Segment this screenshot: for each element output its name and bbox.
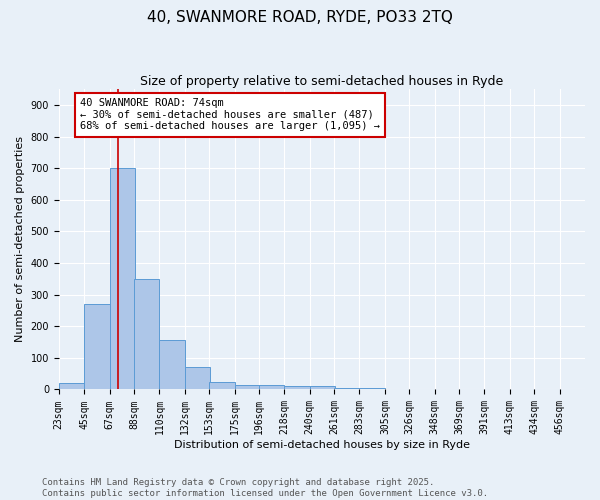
Bar [110, 168, 135, 390]
Bar [259, 384, 284, 390]
Bar [209, 382, 235, 390]
Text: Contains HM Land Registry data © Crown copyright and database right 2025.
Contai: Contains HM Land Registry data © Crown c… [42, 478, 488, 498]
Bar [160, 340, 185, 390]
Bar [84, 304, 110, 390]
Bar [185, 368, 210, 390]
Bar [134, 279, 160, 390]
X-axis label: Distribution of semi-detached houses by size in Ryde: Distribution of semi-detached houses by … [174, 440, 470, 450]
Bar [310, 386, 335, 390]
Bar [235, 384, 260, 390]
Y-axis label: Number of semi-detached properties: Number of semi-detached properties [15, 136, 25, 342]
Bar [284, 386, 310, 390]
Text: 40 SWANMORE ROAD: 74sqm
← 30% of semi-detached houses are smaller (487)
68% of s: 40 SWANMORE ROAD: 74sqm ← 30% of semi-de… [80, 98, 380, 132]
Title: Size of property relative to semi-detached houses in Ryde: Size of property relative to semi-detach… [140, 75, 503, 88]
Bar [334, 388, 359, 390]
Bar [359, 388, 385, 390]
Bar [59, 383, 84, 390]
Text: 40, SWANMORE ROAD, RYDE, PO33 2TQ: 40, SWANMORE ROAD, RYDE, PO33 2TQ [147, 10, 453, 25]
